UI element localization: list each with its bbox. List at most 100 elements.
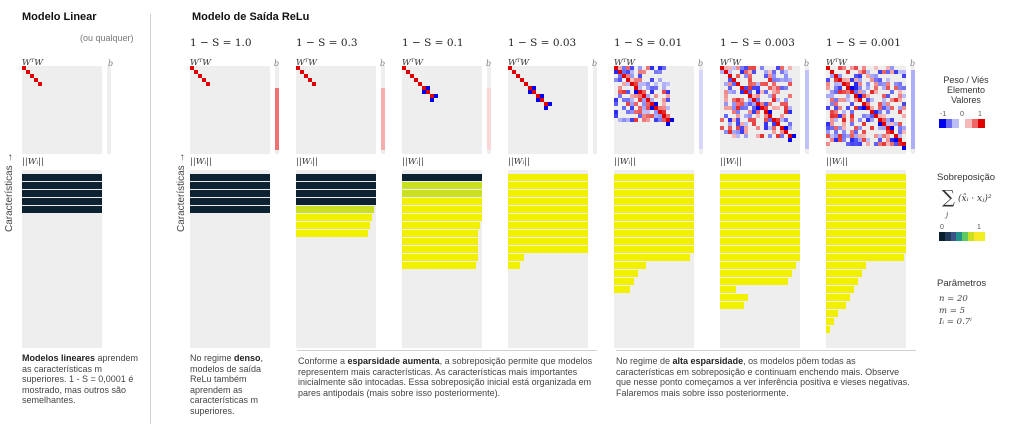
- interference-cell: [882, 94, 886, 98]
- overlap-legend-min: 0: [940, 224, 944, 231]
- interference-cell: [740, 90, 744, 94]
- interference-cell: [748, 70, 752, 74]
- antipodal-cell: [756, 106, 760, 110]
- interference-cell: [654, 94, 658, 98]
- interference-cell: [858, 70, 862, 74]
- interference-cell: [646, 114, 650, 118]
- overlap-scale-swatch: [973, 232, 980, 241]
- interference-cell: [788, 66, 792, 70]
- interference-cell: [874, 86, 878, 90]
- interference-cell: [842, 98, 846, 102]
- diag-cell: [30, 74, 34, 78]
- interference-cell: [894, 82, 898, 86]
- feature-norm-bar: [826, 190, 906, 197]
- bias-fill: [805, 70, 809, 149]
- interference-cell: [666, 106, 670, 110]
- interference-cell: [646, 94, 650, 98]
- interference-cell: [886, 94, 890, 98]
- interference-cell: [834, 114, 838, 118]
- interference-cell: [772, 74, 776, 78]
- diag-cell: [898, 138, 902, 142]
- interference-cell: [776, 118, 780, 122]
- interference-cell: [772, 130, 776, 134]
- interference-cell: [846, 90, 850, 94]
- interference-cell: [784, 78, 788, 82]
- interference-cell: [882, 106, 886, 110]
- interference-cell: [838, 126, 842, 130]
- interference-cell: [874, 142, 878, 146]
- feature-norm-bar: [826, 254, 904, 261]
- bias-label: b: [804, 59, 810, 68]
- interference-cell: [744, 86, 748, 90]
- antipodal-cell: [540, 94, 544, 98]
- interference-cell: [866, 118, 870, 122]
- linear-caption: Modelos lineares aprendem as característ…: [22, 353, 139, 405]
- interference-cell: [768, 102, 772, 106]
- feature-norm-bar: [614, 230, 694, 237]
- interference-cell: [894, 98, 898, 102]
- antipodal-cell: [792, 134, 796, 138]
- wtw-heatmap: [296, 66, 376, 154]
- interference-cell: [838, 98, 842, 102]
- interference-cell: [650, 114, 654, 118]
- interference-cell: [834, 106, 838, 110]
- interference-cell: [842, 134, 846, 138]
- diag-cell: [540, 98, 544, 102]
- interference-cell: [898, 142, 902, 146]
- interference-cell: [654, 70, 658, 74]
- interference-cell: [866, 138, 870, 142]
- interference-cell: [630, 102, 634, 106]
- interference-cell: [724, 114, 728, 118]
- norm-label: ||Wᵢ||: [296, 157, 318, 167]
- interference-cell: [736, 130, 740, 134]
- diag-cell: [736, 82, 740, 86]
- params-list: n = 20 m = 5 Iᵢ = 0.7ⁱ: [939, 294, 972, 329]
- interference-cell: [752, 106, 756, 110]
- interference-cell: [626, 70, 630, 74]
- feature-norm-bar: [720, 238, 800, 245]
- diag-cell: [410, 74, 414, 78]
- interference-cell: [756, 126, 760, 130]
- interference-cell: [752, 122, 756, 126]
- bias-fill: [381, 88, 385, 150]
- diag-cell: [402, 66, 406, 70]
- interference-cell: [886, 138, 890, 142]
- interference-cell: [614, 114, 618, 118]
- interference-cell: [622, 118, 626, 122]
- interference-cell: [756, 98, 760, 102]
- interference-cell: [638, 98, 642, 102]
- diag-cell: [426, 90, 430, 94]
- interference-cell: [878, 134, 882, 138]
- interference-cell: [898, 130, 902, 134]
- antipodal-cell: [544, 106, 548, 110]
- overlap-scale-swatch: [950, 232, 957, 241]
- relu-caption-sparsity: Conforme a esparsidade aumenta, a sobrep…: [298, 356, 593, 398]
- diag-cell: [34, 78, 38, 82]
- feature-norm-bar: [826, 222, 906, 229]
- interference-cell: [646, 66, 650, 70]
- feature-norm-bar: [614, 222, 694, 229]
- interference-cell: [642, 118, 646, 122]
- diag-cell: [406, 70, 410, 74]
- interference-cell: [842, 122, 846, 126]
- interference-cell: [898, 122, 902, 126]
- diag-cell: [532, 90, 536, 94]
- interference-cell: [788, 82, 792, 86]
- interference-cell: [902, 126, 906, 130]
- interference-cell: [732, 106, 736, 110]
- interference-cell: [882, 126, 886, 130]
- interference-cell: [626, 110, 630, 114]
- diag-cell: [422, 86, 426, 90]
- interference-cell: [638, 86, 642, 90]
- interference-cell: [890, 118, 894, 122]
- sparsity-label: 1 − S = 1.0: [190, 37, 252, 49]
- interference-cell: [870, 114, 874, 118]
- interference-cell: [724, 90, 728, 94]
- interference-cell: [846, 134, 850, 138]
- interference-cell: [724, 94, 728, 98]
- section-divider: [150, 14, 151, 424]
- diag-cell: [826, 66, 830, 70]
- interference-cell: [842, 66, 846, 70]
- interference-cell: [630, 118, 634, 122]
- interference-cell: [630, 94, 634, 98]
